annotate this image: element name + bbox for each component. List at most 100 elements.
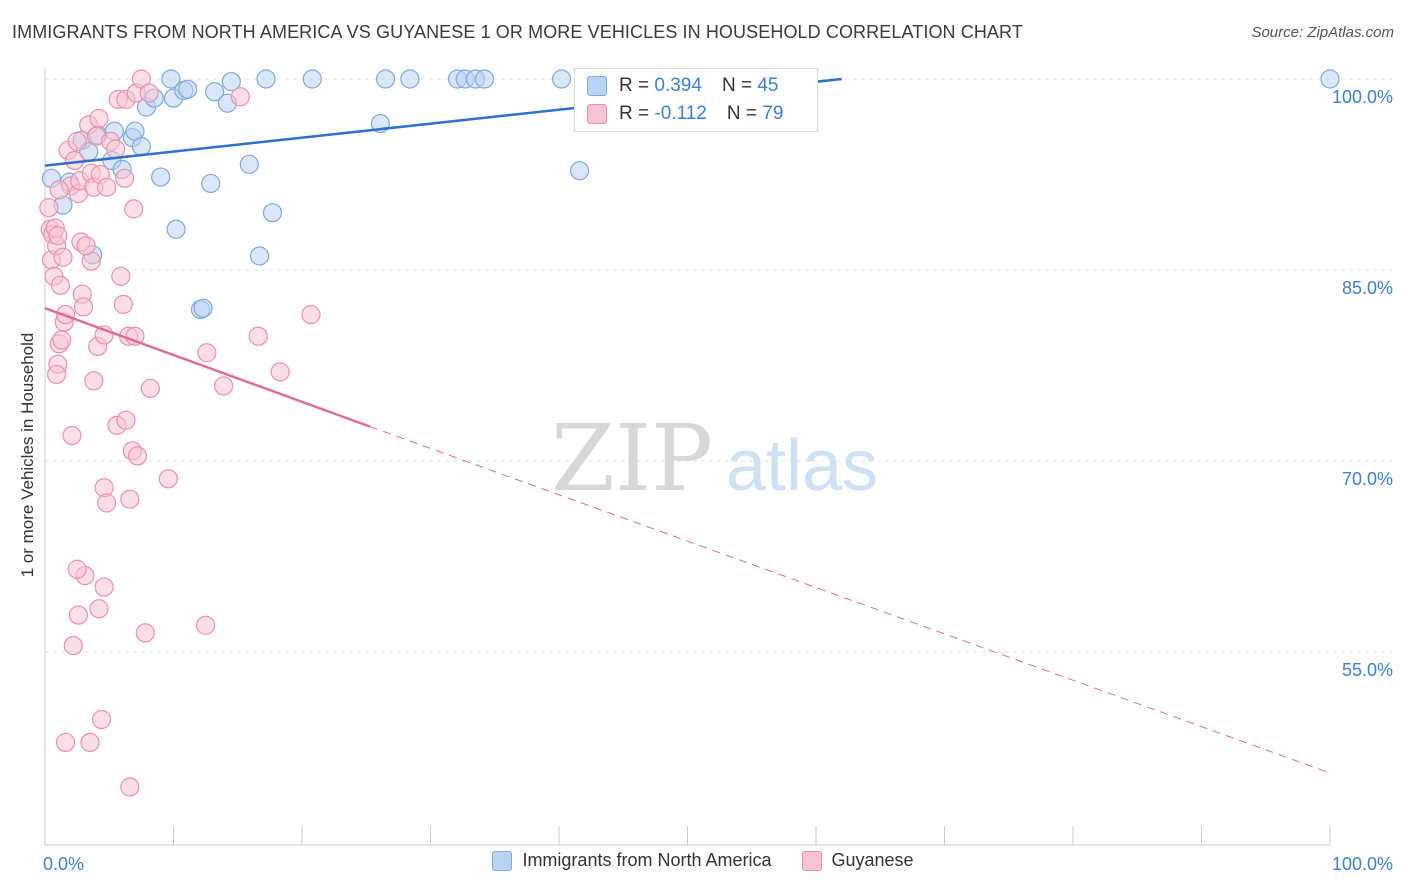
guyanese-point <box>49 180 69 200</box>
guyanese-point <box>97 493 117 513</box>
immigrants-point <box>201 173 221 194</box>
data-points <box>39 69 1340 797</box>
guyanese-point <box>196 615 216 635</box>
immigrants-point <box>375 69 396 89</box>
guyanese-point <box>139 83 159 103</box>
guyanese-point <box>91 709 112 730</box>
guyanese-point <box>230 87 250 107</box>
guyanese-point <box>50 275 71 295</box>
guyanese-trend-line <box>44 307 371 428</box>
guyanese-point <box>214 376 234 396</box>
legend-label: Guyanese <box>831 850 914 870</box>
guyanese-point <box>113 294 133 314</box>
legend-label: Immigrants from North America <box>522 850 772 870</box>
stats-row-blue: R = 0.394 N = 45 <box>587 75 778 97</box>
immigrants-point <box>400 69 420 89</box>
guyanese-point <box>116 410 136 430</box>
guyanese-point <box>39 198 59 218</box>
r-label: R = <box>619 75 650 96</box>
immigrants-point <box>249 246 270 266</box>
guyanese-point <box>46 364 67 385</box>
n-label: N = <box>721 75 753 96</box>
x-tick-label: 100.0% <box>1332 854 1393 874</box>
immigrants-point <box>178 79 198 99</box>
pink-swatch-icon <box>587 104 607 124</box>
watermark-atlas: atlas <box>726 426 878 506</box>
y-tick-label: 55.0% <box>1342 660 1393 680</box>
n-value: 45 <box>757 75 779 96</box>
guyanese-point <box>62 425 82 446</box>
immigrants-point <box>151 167 171 187</box>
guyanese-point <box>76 236 96 256</box>
immigrants-point <box>161 69 181 89</box>
stats-row-pink: R = -0.112 N = 79 <box>587 103 783 125</box>
blue-swatch-icon <box>587 76 607 96</box>
n-value: 79 <box>762 103 784 124</box>
legend: Immigrants from North America Guyanese <box>0 850 1406 871</box>
guyanese-point <box>120 489 140 509</box>
guyanese-point <box>125 326 145 346</box>
guyanese-point <box>89 599 109 619</box>
guyanese-point <box>140 378 160 399</box>
guyanese-point <box>67 559 87 579</box>
legend-item-immigrants[interactable]: Immigrants from North America <box>492 850 772 871</box>
guyanese-point <box>80 732 100 753</box>
immigrants-point <box>569 161 590 181</box>
y-tick-label: 70.0% <box>1342 469 1393 489</box>
source-label: Source: ZipAtlas.com <box>1251 24 1394 41</box>
guyanese-point <box>135 623 155 643</box>
guyanese-point <box>48 226 68 246</box>
guyanese-point <box>84 371 104 391</box>
guyanese-point <box>53 247 73 267</box>
guyanese-point <box>67 131 87 151</box>
guyanese-point <box>197 343 217 363</box>
r-value: -0.112 <box>654 103 707 124</box>
guyanese-point <box>55 732 76 753</box>
immigrants-point <box>166 219 186 239</box>
guyanese-trend-extension <box>369 426 1331 774</box>
immigrants-point <box>193 298 213 318</box>
watermark: ZIP atlas <box>551 405 878 512</box>
n-label: N = <box>726 103 757 124</box>
immigrants-point <box>131 136 151 157</box>
chart-title: IMMIGRANTS FROM NORTH AMERICA VS GUYANES… <box>12 22 1023 42</box>
immigrants-point <box>205 82 225 102</box>
y-tick-label: 100.0% <box>1332 87 1393 107</box>
immigrants-point <box>262 203 283 223</box>
guyanese-point <box>270 362 290 382</box>
legend-item-guyanese[interactable]: Guyanese <box>801 850 914 871</box>
guyanese-point <box>120 777 140 797</box>
guyanese-point <box>68 605 89 625</box>
guyanese-point <box>97 177 117 197</box>
axes: 100.0% 85.0% 70.0% 55.0% 0.0% 100.0% <box>43 68 1393 874</box>
guyanese-point <box>73 297 94 317</box>
guyanese-point <box>124 199 144 219</box>
guyanese-point <box>301 304 321 325</box>
immigrants-point <box>239 154 259 174</box>
legend-blue-swatch-icon <box>492 850 513 871</box>
stats-box: R = 0.394 N = 45 R = -0.112 N = 79 <box>574 68 818 132</box>
watermark-zip: ZIP <box>551 405 713 512</box>
legend-pink-swatch-icon <box>801 850 822 871</box>
guyanese-point <box>158 469 178 489</box>
immigrants-point <box>474 69 495 89</box>
r-value: 0.394 <box>654 75 702 96</box>
x-tick-label: 0.0% <box>43 854 84 874</box>
immigrants-point <box>221 71 241 92</box>
immigrants-point <box>1320 69 1340 89</box>
guyanese-point <box>63 636 83 656</box>
guyanese-point <box>106 139 126 159</box>
guyanese-point <box>248 326 268 346</box>
guyanese-point <box>52 330 72 350</box>
guyanese-point <box>111 266 131 286</box>
guyanese-point <box>115 168 135 188</box>
y-tick-label: 85.0% <box>1342 278 1393 298</box>
immigrants-point <box>256 69 276 89</box>
guyanese-point <box>89 108 109 129</box>
r-label: R = <box>619 103 650 124</box>
immigrants-point <box>302 69 322 89</box>
guyanese-point <box>127 446 148 466</box>
immigrants-point <box>551 69 572 89</box>
guyanese-point <box>94 577 114 597</box>
